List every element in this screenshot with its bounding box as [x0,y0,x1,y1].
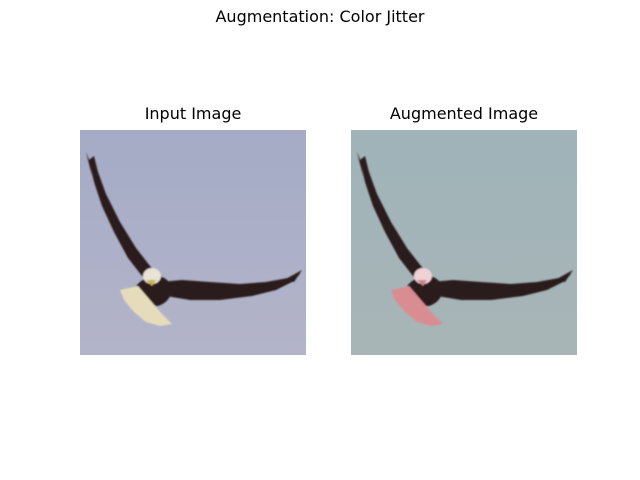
input-image [80,130,306,355]
sky-background [351,130,577,355]
eagle-tail [391,286,443,326]
input-image-title: Input Image [144,104,242,123]
eagle-tail [120,286,172,326]
input-eagle-photo [80,130,306,355]
augmented-image [351,130,577,355]
eagle-beak [417,280,427,286]
left-wing-tip-feather [86,152,92,176]
right-wing [160,274,300,300]
left-wing-tip-feather [357,152,363,176]
eagle-beak [146,280,156,286]
right-wing-tip-feather [284,270,302,282]
sky-background [80,130,306,355]
figure-title: Augmentation: Color Jitter [215,7,425,26]
augmented-eagle-photo [351,130,577,355]
right-wing-tip-feather [555,270,573,282]
augmented-image-title: Augmented Image [389,104,539,123]
right-wing [431,274,571,300]
